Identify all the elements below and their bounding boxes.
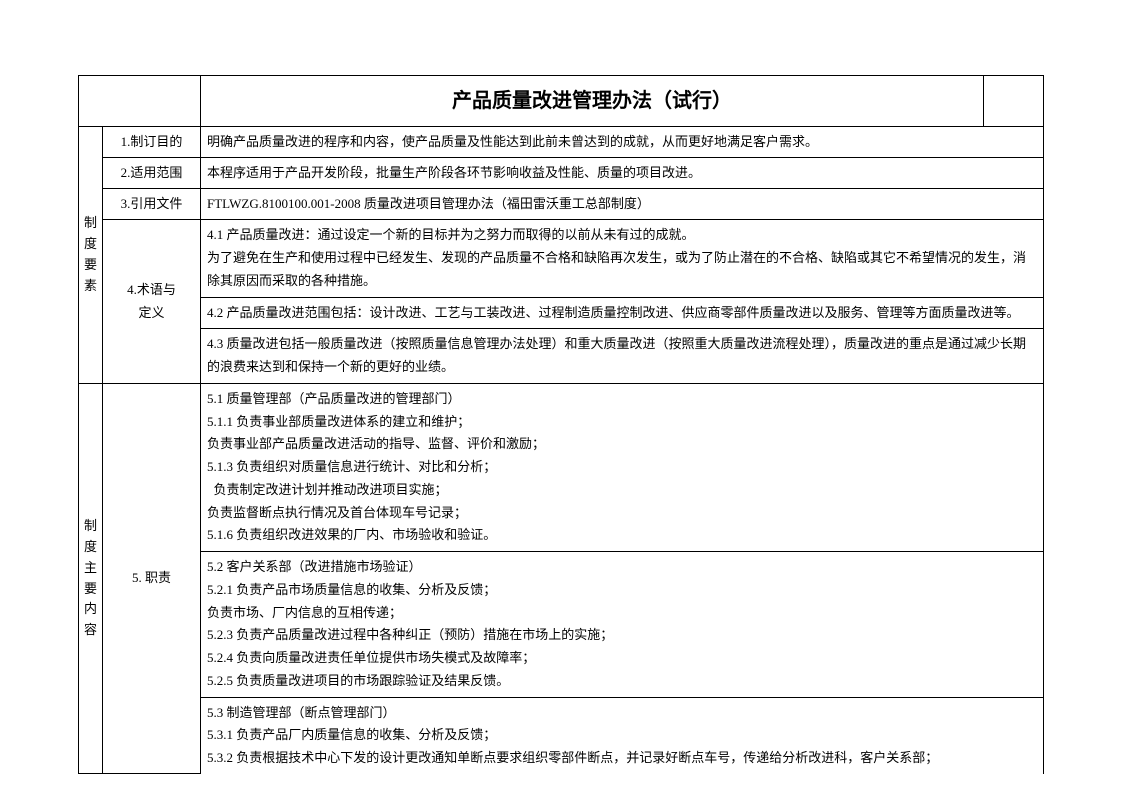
row3-header: 3.引用文件 bbox=[103, 189, 201, 220]
document-title: 产品质量改进管理办法（试行） bbox=[201, 76, 984, 127]
row-duty-1: 制度主要内容 5. 职责 5.1 质量管理部（产品质量改进的管理部门）5.1.1… bbox=[79, 383, 1044, 551]
terms-header: 4.术语与定义 bbox=[103, 220, 201, 384]
main-table: 产品质量改进管理办法（试行） 制度要素 1.制订目的 明确产品质量改进的程序和内… bbox=[78, 75, 1044, 774]
section1-vertical-label: 制度要素 bbox=[79, 127, 103, 384]
row-terms-2: 4.2 产品质量改进范围包括：设计改进、工艺与工装改进、过程制造质量控制改进、供… bbox=[79, 297, 1044, 329]
row-terms-3: 4.3 质量改进包括一般质量改进（按照质量信息管理办法处理）和重大质量改进（按照… bbox=[79, 329, 1044, 384]
title-row: 产品质量改进管理办法（试行） bbox=[79, 76, 1044, 127]
row-duty-2: 5.2 客户关系部（改进措施市场验证）5.2.1 负责产品市场质量信息的收集、分… bbox=[79, 552, 1044, 698]
row2-header: 2.适用范围 bbox=[103, 158, 201, 189]
duty-content-2: 5.2 客户关系部（改进措施市场验证）5.2.1 负责产品市场质量信息的收集、分… bbox=[201, 552, 1044, 698]
row-purpose: 制度要素 1.制订目的 明确产品质量改进的程序和内容，使产品质量及性能达到此前未… bbox=[79, 127, 1044, 158]
title-right-blank bbox=[984, 76, 1044, 127]
row1-header: 1.制订目的 bbox=[103, 127, 201, 158]
row-terms-1: 4.术语与定义 4.1 产品质量改进：通过设定一个新的目标并为之努力而取得的以前… bbox=[79, 220, 1044, 297]
duty-content-3: 5.3 制造管理部（断点管理部门）5.3.1 负责产品厂内质量信息的收集、分析及… bbox=[201, 697, 1044, 774]
row-duty-3: 5.3 制造管理部（断点管理部门）5.3.1 负责产品厂内质量信息的收集、分析及… bbox=[79, 697, 1044, 774]
title-left-blank bbox=[79, 76, 201, 127]
duty-header: 5. 职责 bbox=[103, 383, 201, 774]
row3-content: FTLWZG.8100100.001-2008 质量改进项目管理办法（福田雷沃重… bbox=[201, 189, 1044, 220]
terms-content-3: 4.3 质量改进包括一般质量改进（按照质量信息管理办法处理）和重大质量改进（按照… bbox=[201, 329, 1044, 384]
row1-content: 明确产品质量改进的程序和内容，使产品质量及性能达到此前未曾达到的成就，从而更好地… bbox=[201, 127, 1044, 158]
section2-vertical-label: 制度主要内容 bbox=[79, 383, 103, 774]
document-page: 产品质量改进管理办法（试行） 制度要素 1.制订目的 明确产品质量改进的程序和内… bbox=[0, 0, 1122, 793]
terms-content-1: 4.1 产品质量改进：通过设定一个新的目标并为之努力而取得的以前从未有过的成就。… bbox=[201, 220, 1044, 297]
duty-content-1: 5.1 质量管理部（产品质量改进的管理部门）5.1.1 负责事业部质量改进体系的… bbox=[201, 383, 1044, 551]
row-reference: 3.引用文件 FTLWZG.8100100.001-2008 质量改进项目管理办… bbox=[79, 189, 1044, 220]
row-scope: 2.适用范围 本程序适用于产品开发阶段，批量生产阶段各环节影响收益及性能、质量的… bbox=[79, 158, 1044, 189]
terms-content-2: 4.2 产品质量改进范围包括：设计改进、工艺与工装改进、过程制造质量控制改进、供… bbox=[201, 297, 1044, 329]
row2-content: 本程序适用于产品开发阶段，批量生产阶段各环节影响收益及性能、质量的项目改进。 bbox=[201, 158, 1044, 189]
